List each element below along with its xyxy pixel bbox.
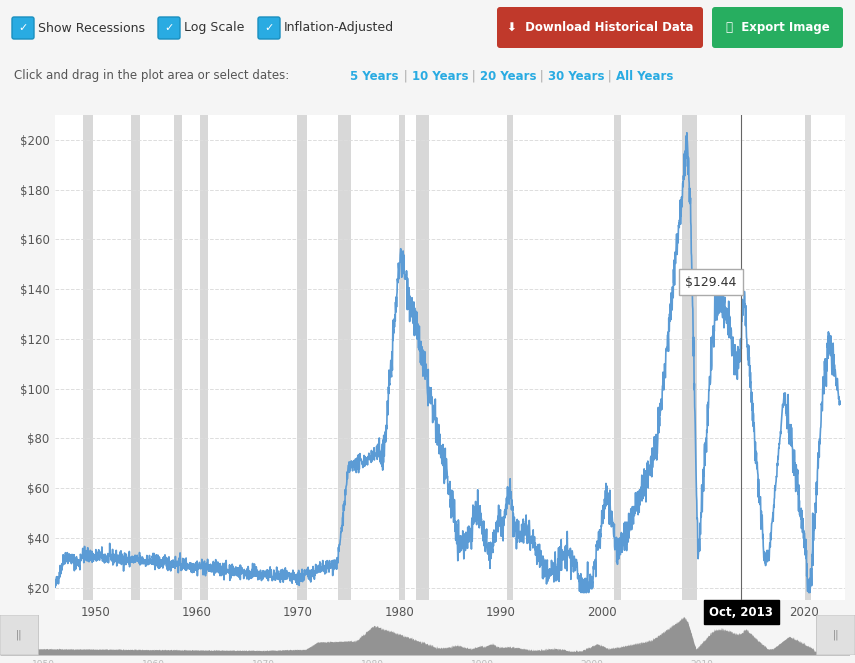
Text: ⬇  Download Historical Data: ⬇ Download Historical Data (507, 21, 693, 34)
Text: ✓: ✓ (264, 23, 274, 33)
Bar (131, 115, 140, 600)
Bar (682, 115, 697, 600)
Text: 2010: 2010 (690, 660, 713, 663)
Text: |: | (399, 70, 411, 82)
FancyBboxPatch shape (712, 7, 843, 48)
Text: 2000: 2000 (581, 660, 604, 663)
Text: ✓: ✓ (164, 23, 174, 33)
Bar (614, 115, 622, 600)
Text: ||: || (15, 630, 22, 640)
Text: 1950: 1950 (32, 660, 56, 663)
Text: 5 Years: 5 Years (350, 70, 398, 82)
Text: Inflation-Adjusted: Inflation-Adjusted (284, 21, 394, 34)
Bar (50, 115, 55, 600)
FancyBboxPatch shape (817, 615, 855, 655)
Text: 1980: 1980 (361, 660, 384, 663)
Text: Log Scale: Log Scale (184, 21, 245, 34)
FancyBboxPatch shape (12, 17, 34, 39)
Text: |: | (604, 70, 615, 82)
Bar (297, 115, 307, 600)
Text: 20 Years: 20 Years (480, 70, 536, 82)
Text: 10 Years: 10 Years (411, 70, 468, 82)
FancyBboxPatch shape (0, 615, 38, 655)
Text: 1960: 1960 (142, 660, 165, 663)
FancyBboxPatch shape (497, 7, 703, 48)
Bar (399, 115, 405, 600)
Text: ✓: ✓ (18, 23, 27, 33)
Text: 1990: 1990 (471, 660, 494, 663)
Bar (338, 115, 351, 600)
Bar (83, 115, 93, 600)
Text: 30 Years: 30 Years (547, 70, 604, 82)
Text: 1970: 1970 (251, 660, 274, 663)
Bar (200, 115, 208, 600)
Bar (805, 115, 811, 600)
Text: ||: || (833, 630, 840, 640)
Text: Click and drag in the plot area or select dates:: Click and drag in the plot area or selec… (14, 70, 289, 82)
Bar (507, 115, 513, 600)
Text: 🖼  Export Image: 🖼 Export Image (726, 21, 830, 34)
Text: |: | (535, 70, 547, 82)
Text: $129.44: $129.44 (686, 276, 737, 288)
Bar (416, 115, 428, 600)
FancyBboxPatch shape (158, 17, 180, 39)
Bar (174, 115, 181, 600)
Text: Show Recessions: Show Recessions (38, 21, 145, 34)
Text: All Years: All Years (616, 70, 673, 82)
FancyBboxPatch shape (258, 17, 280, 39)
Text: |: | (468, 70, 479, 82)
